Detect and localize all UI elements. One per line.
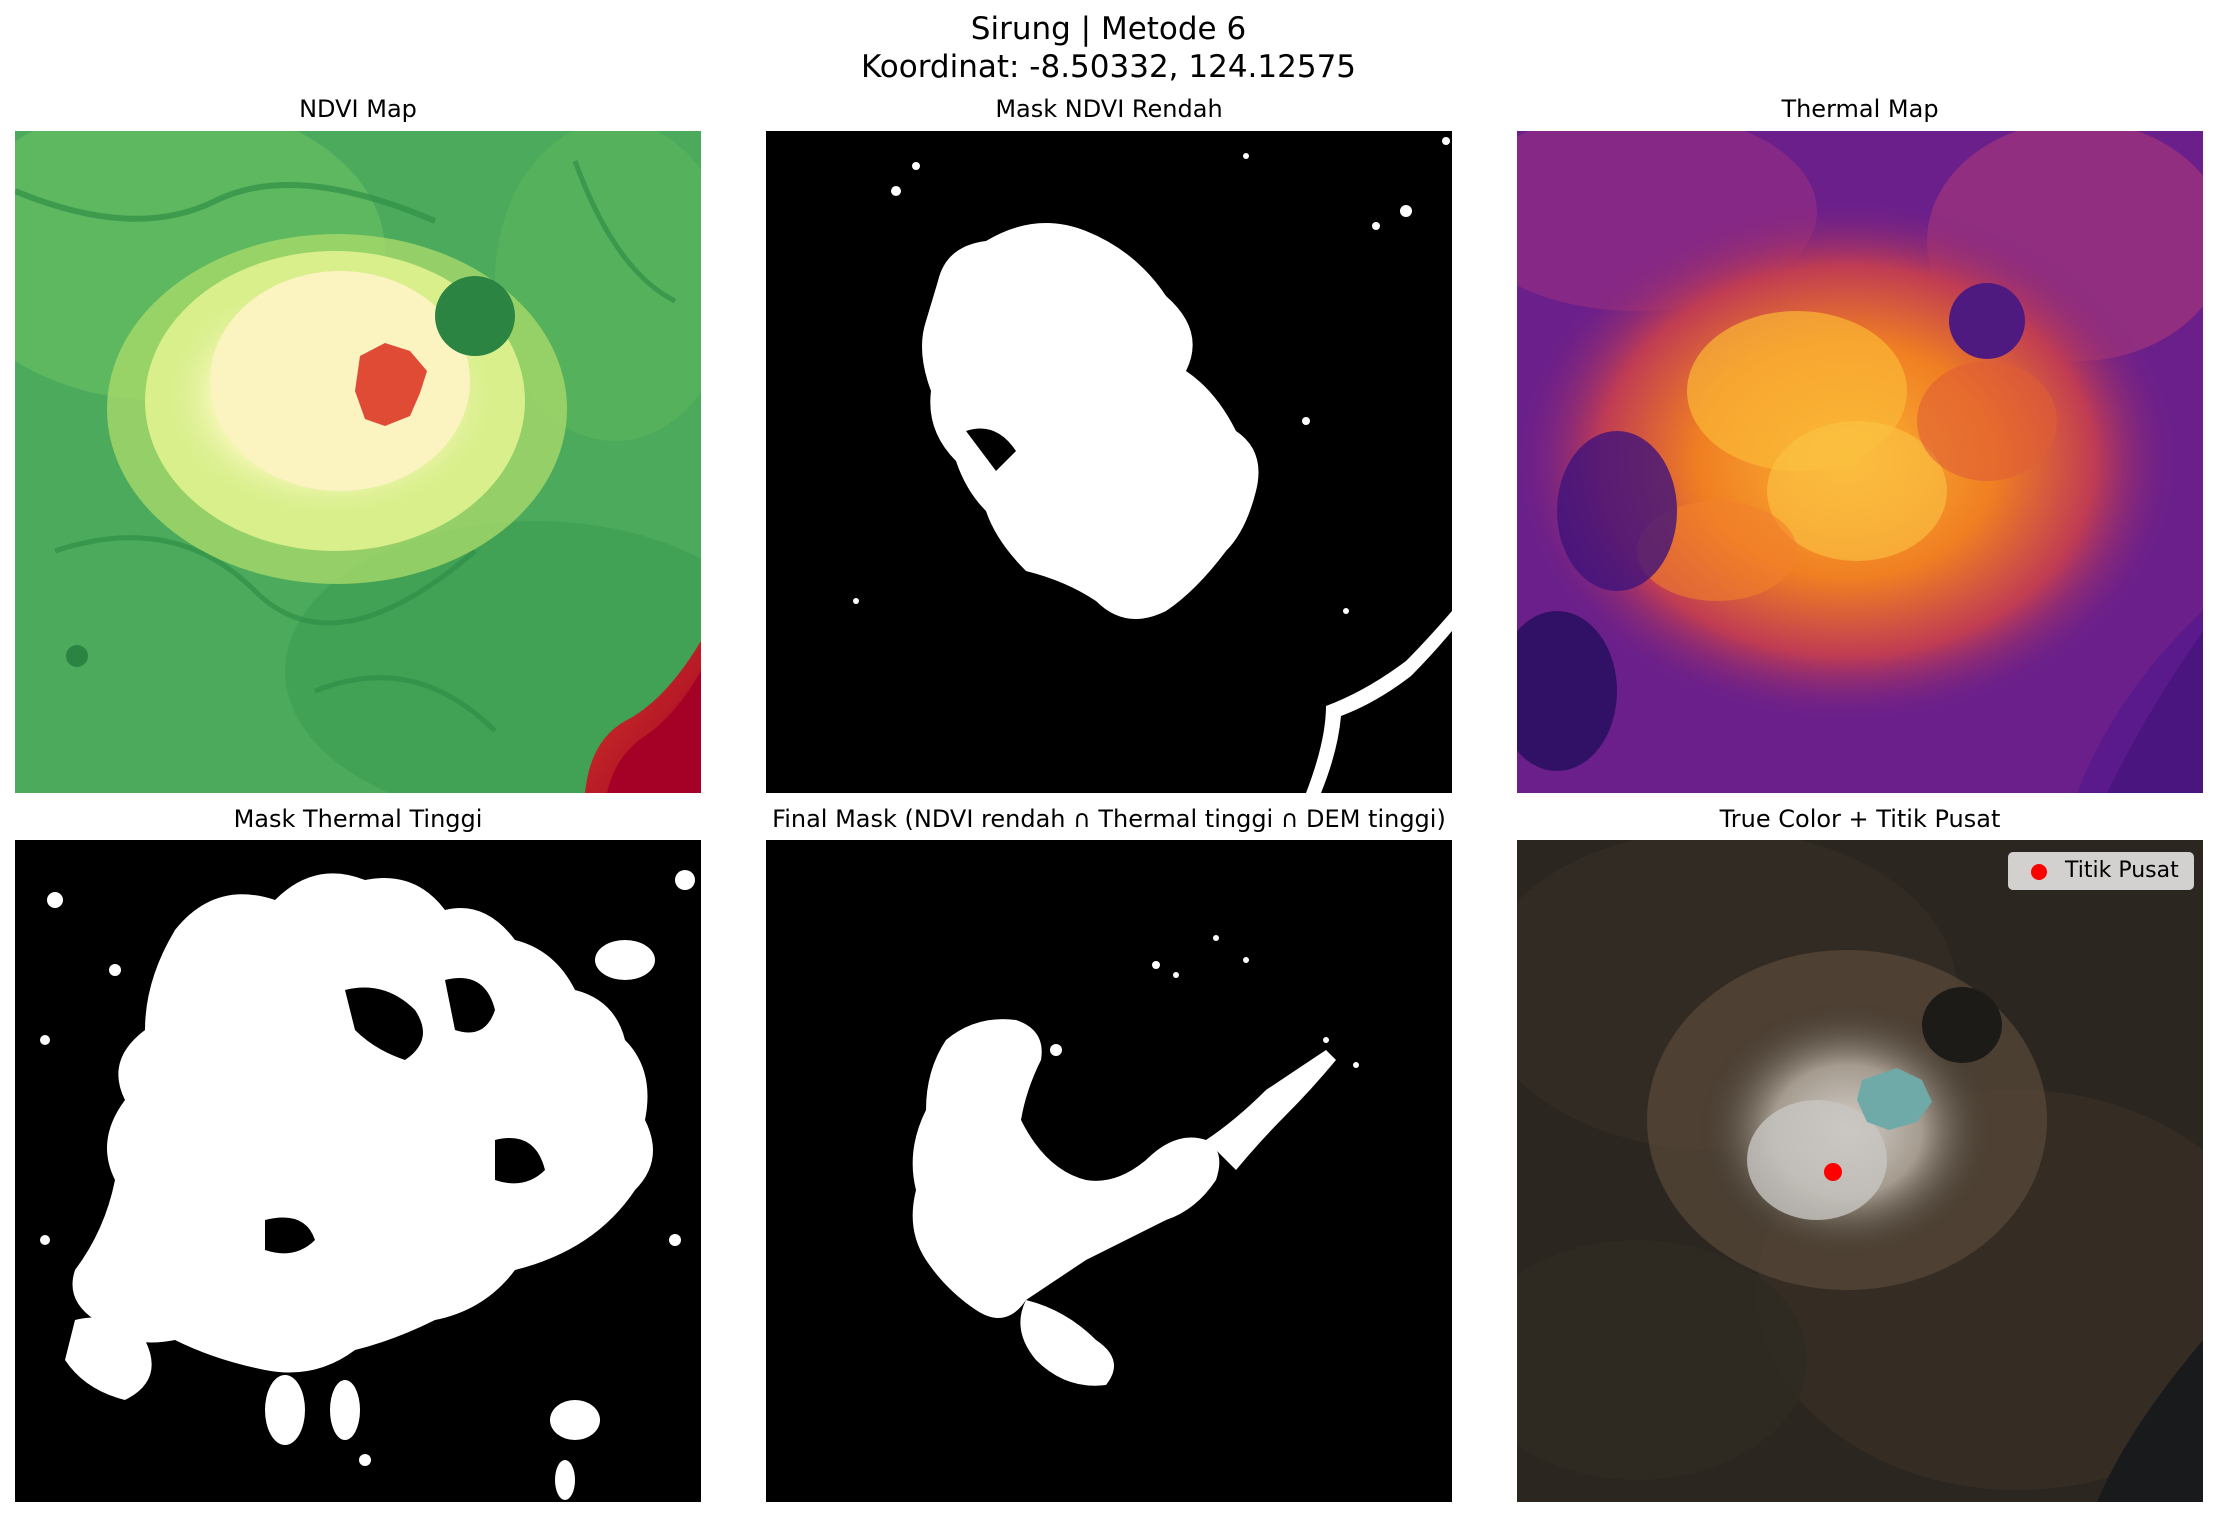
mask-ndvi-rendah-image: [766, 131, 1452, 793]
legend: Titik Pusat: [2008, 852, 2194, 890]
legend-label: Titik Pusat: [2065, 858, 2179, 883]
panel-title-true-color: True Color + Titik Pusat: [1719, 805, 2001, 833]
true-color-image: [1517, 840, 2203, 1502]
final-mask-image: [766, 840, 1452, 1502]
binary-mask-icon: [15, 840, 701, 1502]
panel-title-ndvi-map: NDVI Map: [299, 95, 417, 123]
thermal-map-image: [1517, 131, 2203, 793]
thermal-heatmap-icon: [1517, 131, 2203, 793]
panel-title-mask-ndvi: Mask NDVI Rendah: [995, 95, 1223, 123]
ndvi-heatmap-icon: [15, 131, 701, 793]
titik-pusat-marker: [1824, 1163, 1842, 1181]
ndvi-map-image: [15, 131, 701, 793]
panel-title-thermal-map: Thermal Map: [1781, 95, 1939, 123]
mask-thermal-tinggi-image: [15, 840, 701, 1502]
binary-mask-icon: [766, 131, 1452, 793]
figure-title-line1: Sirung | Metode 6: [970, 11, 1247, 47]
panel-title-final-mask: Final Mask (NDVI rendah ∩ Thermal tinggi…: [772, 805, 1446, 833]
binary-mask-icon: [766, 840, 1452, 1502]
satellite-true-color-icon: [1517, 840, 2203, 1502]
legend-marker-icon: [2031, 864, 2047, 880]
panel-title-mask-thermal: Mask Thermal Tinggi: [233, 805, 483, 833]
figure-title-line2: Koordinat: -8.50332, 124.12575: [860, 49, 1357, 85]
